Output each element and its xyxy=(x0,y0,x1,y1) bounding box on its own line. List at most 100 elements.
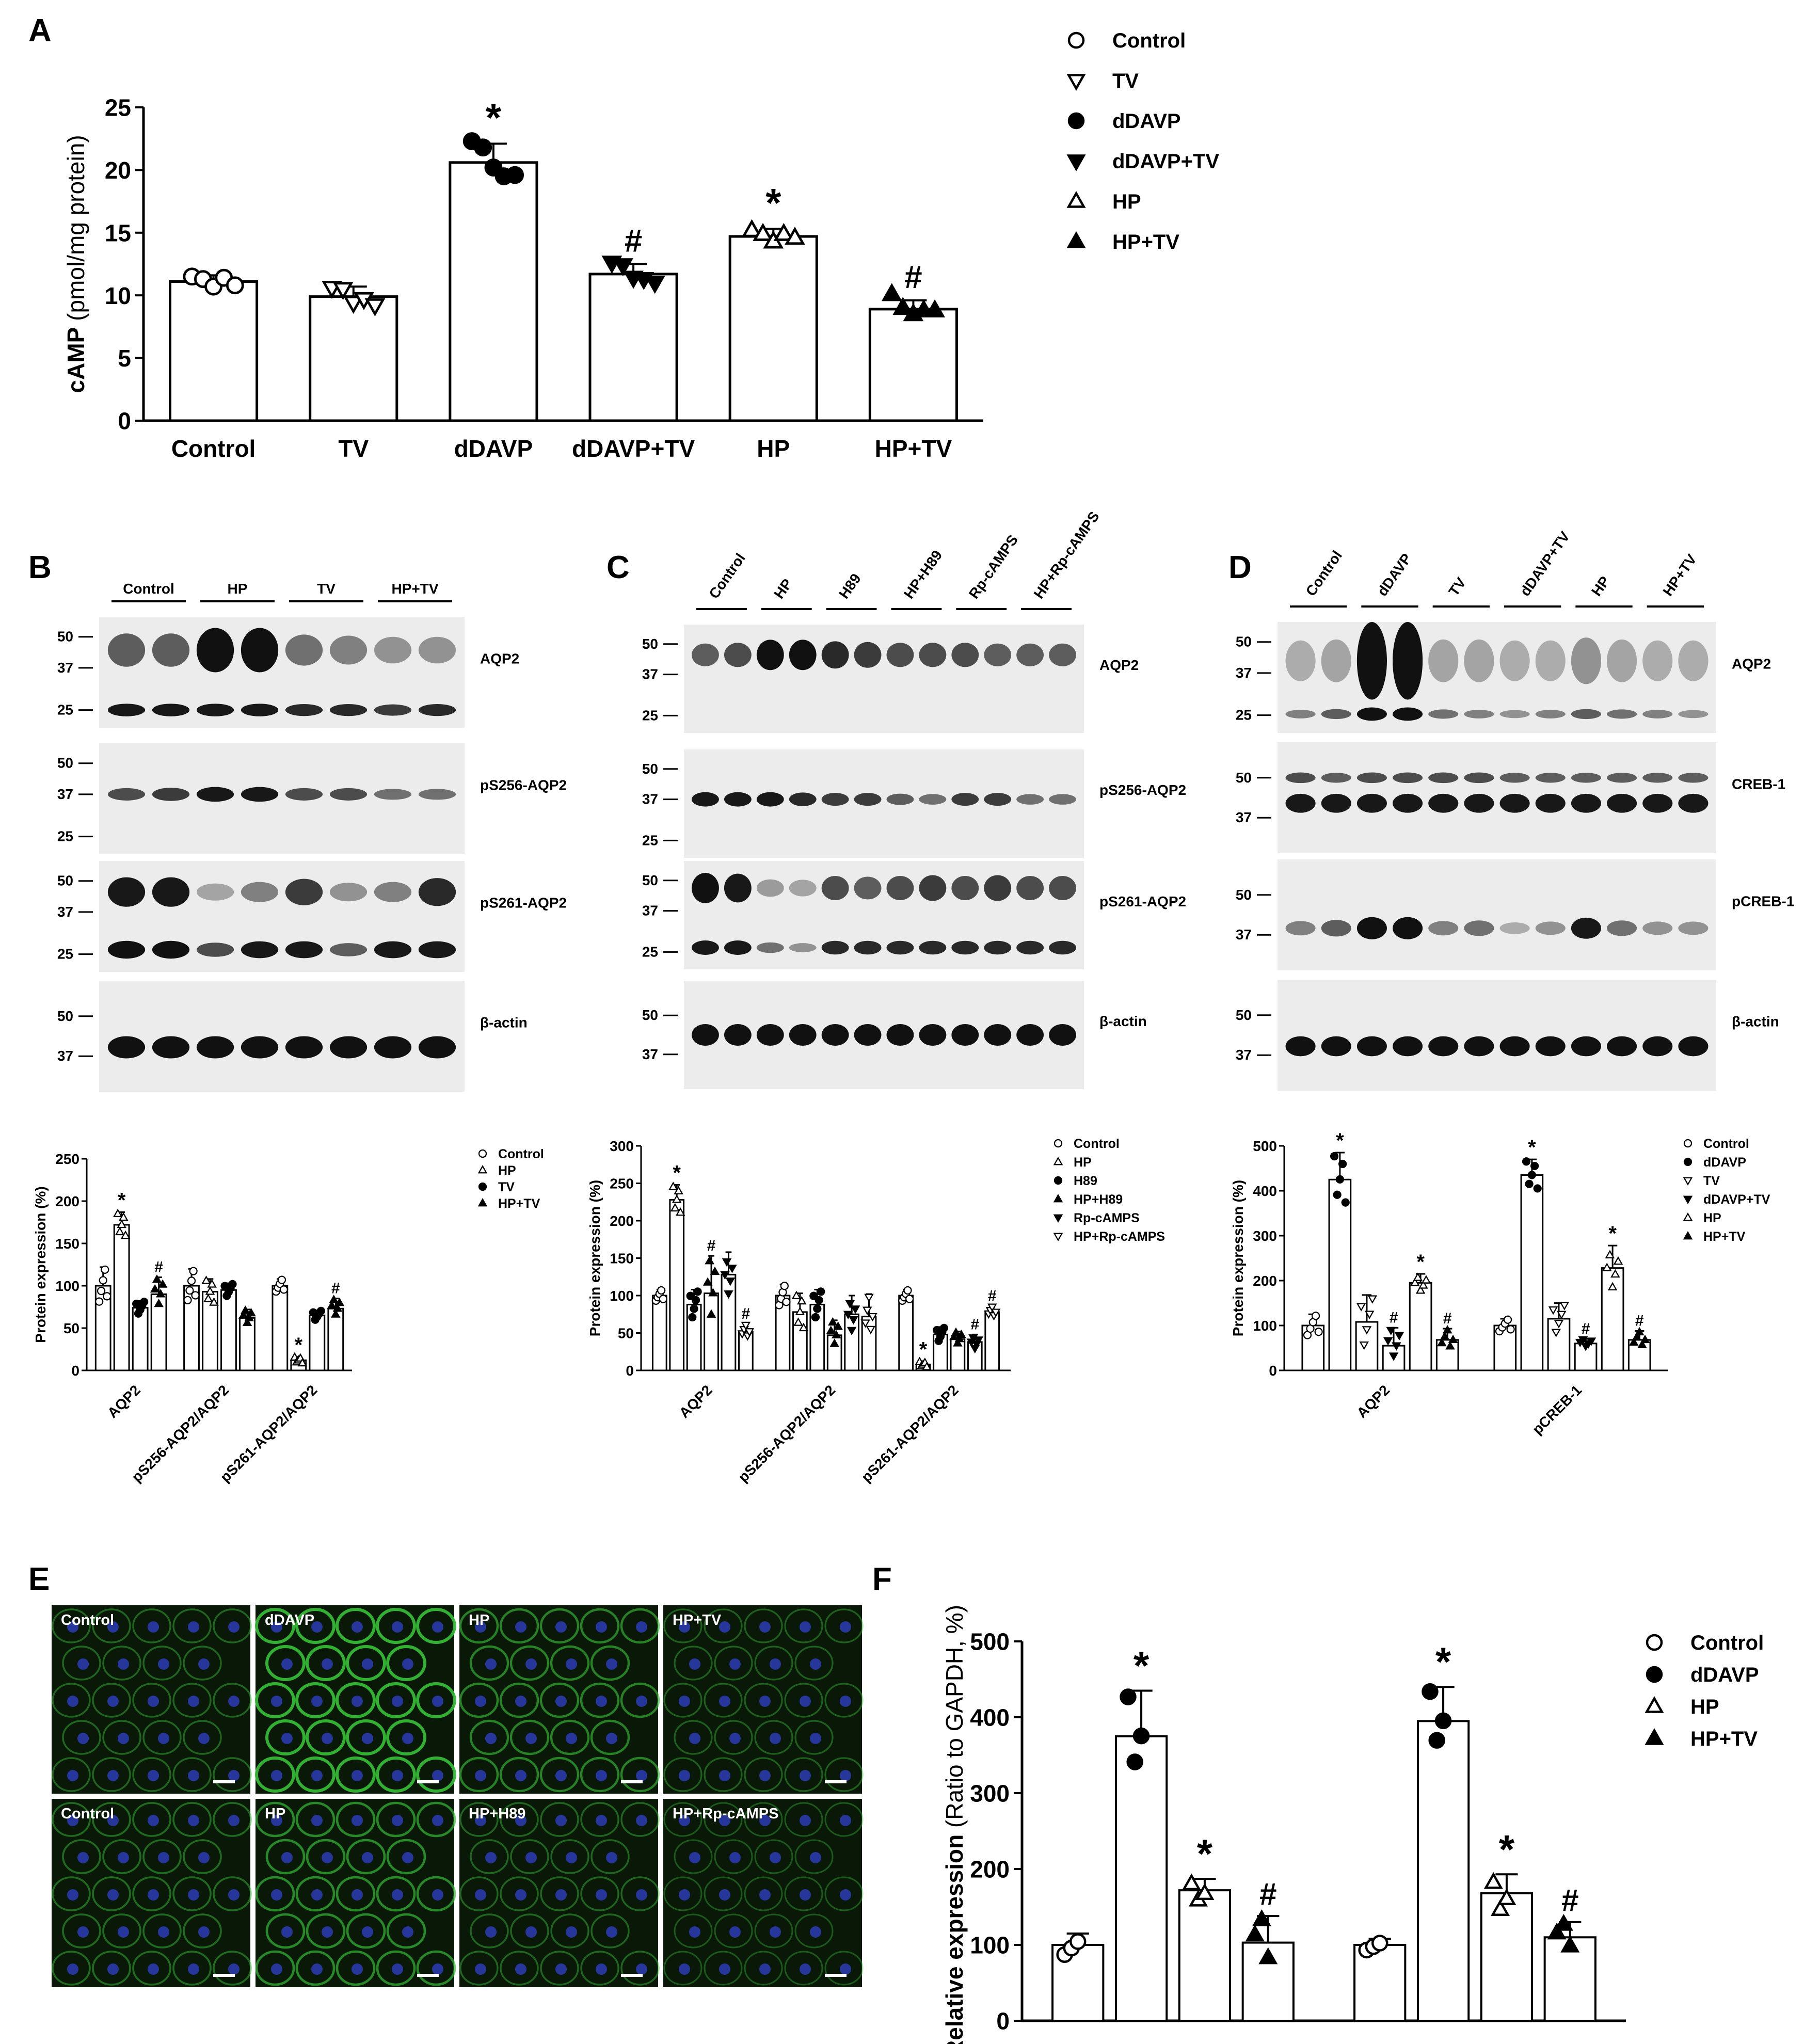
legend-marker xyxy=(1646,1634,1663,1651)
data-point xyxy=(1252,1909,1271,1926)
data-point xyxy=(506,166,524,184)
legend-marker xyxy=(1053,1233,1063,1241)
significance-star: * xyxy=(1608,1222,1617,1245)
blot-band xyxy=(1607,1036,1637,1057)
lane-group-label: HP+H89 xyxy=(901,547,946,601)
blot-band xyxy=(756,1024,784,1046)
if-cell-membrane xyxy=(550,1913,589,1949)
blot-band xyxy=(724,873,752,903)
blot-band xyxy=(418,941,456,959)
if-nucleus xyxy=(840,1696,851,1707)
y-axis-label-main: Protein expression (%) xyxy=(1230,1180,1246,1336)
if-nucleus xyxy=(719,1889,730,1901)
blot-target-label: AQP2 xyxy=(480,650,519,666)
if-cell-membrane xyxy=(142,1720,182,1755)
if-nucleus xyxy=(679,1815,690,1826)
data-point xyxy=(1506,1325,1515,1334)
if-nucleus xyxy=(402,1852,413,1863)
blot-band xyxy=(854,940,882,955)
if-cell-membrane xyxy=(376,1876,416,1912)
if-cell-membrane xyxy=(540,1951,579,1986)
blot-band xyxy=(1499,640,1530,681)
blot-band xyxy=(1678,710,1709,718)
blot-band xyxy=(374,636,412,664)
blot-band xyxy=(329,704,368,716)
if-cell-membrane xyxy=(499,1756,539,1793)
if-cell-membrane xyxy=(663,1683,703,1718)
data-point xyxy=(868,1313,877,1322)
legend-marker xyxy=(478,1182,487,1191)
blot-band xyxy=(1356,707,1387,721)
if-cell-membrane xyxy=(172,1608,212,1643)
panel-letter-d: D xyxy=(1228,550,1252,585)
data-point xyxy=(1195,1883,1215,1901)
data-point xyxy=(1445,1341,1455,1350)
if-nucleus xyxy=(689,1852,700,1863)
lane-group-label: H89 xyxy=(836,571,864,602)
mw-marker-label: 50 xyxy=(642,761,658,777)
if-nucleus xyxy=(566,1852,577,1863)
lane-group-label: Control xyxy=(123,581,174,597)
x-tick-label: dDAVP xyxy=(454,435,533,462)
if-cell-membrane xyxy=(824,1951,864,1986)
if-cell-membrane xyxy=(794,1720,834,1755)
if-cell-membrane xyxy=(470,1913,509,1949)
blot-band xyxy=(919,643,947,667)
blot-band xyxy=(1321,709,1351,720)
legend-label: Control xyxy=(1690,1632,1764,1654)
data-point xyxy=(334,1297,345,1306)
if-nucleus xyxy=(679,1889,690,1901)
blot-target-label: pS261-AQP2 xyxy=(1099,893,1186,909)
data-point xyxy=(991,1308,1001,1317)
if-nucleus xyxy=(188,1815,199,1826)
if-cell-membrane xyxy=(92,1951,131,1986)
legend-marker xyxy=(1646,1666,1663,1683)
data-point xyxy=(1132,1727,1150,1745)
data-point xyxy=(1428,1732,1445,1749)
blot-band xyxy=(1499,1036,1530,1057)
data-point xyxy=(246,1307,256,1317)
if-nucleus xyxy=(188,1621,199,1633)
if-cell-membrane xyxy=(336,1876,376,1912)
significance-star: * xyxy=(1197,1831,1213,1876)
blot-band xyxy=(374,704,412,716)
if-cell-membrane xyxy=(172,1802,212,1837)
if-cell-membrane xyxy=(704,1608,743,1643)
data-point xyxy=(191,1291,200,1300)
if-cell-membrane xyxy=(416,1682,456,1718)
if-nucleus xyxy=(322,1733,333,1744)
blot-band xyxy=(886,643,914,667)
legend-marker xyxy=(1067,112,1085,130)
if-nucleus xyxy=(432,1815,443,1826)
if-nucleus xyxy=(118,1733,129,1744)
scale-bar xyxy=(621,1780,643,1783)
mw-marker-label: 37 xyxy=(57,786,73,802)
if-nucleus xyxy=(770,1926,781,1938)
if-nucleus xyxy=(606,1658,617,1670)
if-cell-membrane xyxy=(255,1682,295,1718)
if-image-label: HP+TV xyxy=(673,1612,722,1628)
if-nucleus xyxy=(118,1852,129,1863)
data-point xyxy=(613,258,633,277)
legend-label: HP+TV xyxy=(1703,1229,1746,1244)
lane-group-label: HP+Rp-cAMPS xyxy=(1031,508,1103,601)
data-point xyxy=(327,1300,337,1309)
if-cell-membrane xyxy=(172,1757,212,1792)
blot-band xyxy=(1607,639,1637,682)
if-cell-membrane xyxy=(295,1682,336,1718)
mw-marker-label: 50 xyxy=(642,636,658,652)
blot-band xyxy=(107,788,146,801)
if-cell-membrane xyxy=(459,1951,499,1986)
if-cell-membrane xyxy=(376,1801,416,1838)
if-nucleus xyxy=(596,1621,607,1633)
data-point xyxy=(922,1362,932,1370)
if-nucleus xyxy=(485,1926,497,1938)
legend-marker xyxy=(1645,1728,1664,1745)
if-nucleus xyxy=(118,1926,129,1938)
y-tick-label: 20 xyxy=(105,157,131,184)
y-tick-label: 300 xyxy=(970,1780,1010,1807)
y-tick-label: 400 xyxy=(1253,1183,1277,1199)
data-point xyxy=(791,1290,802,1299)
blot-band xyxy=(1049,875,1076,901)
blot-band xyxy=(329,1036,368,1059)
